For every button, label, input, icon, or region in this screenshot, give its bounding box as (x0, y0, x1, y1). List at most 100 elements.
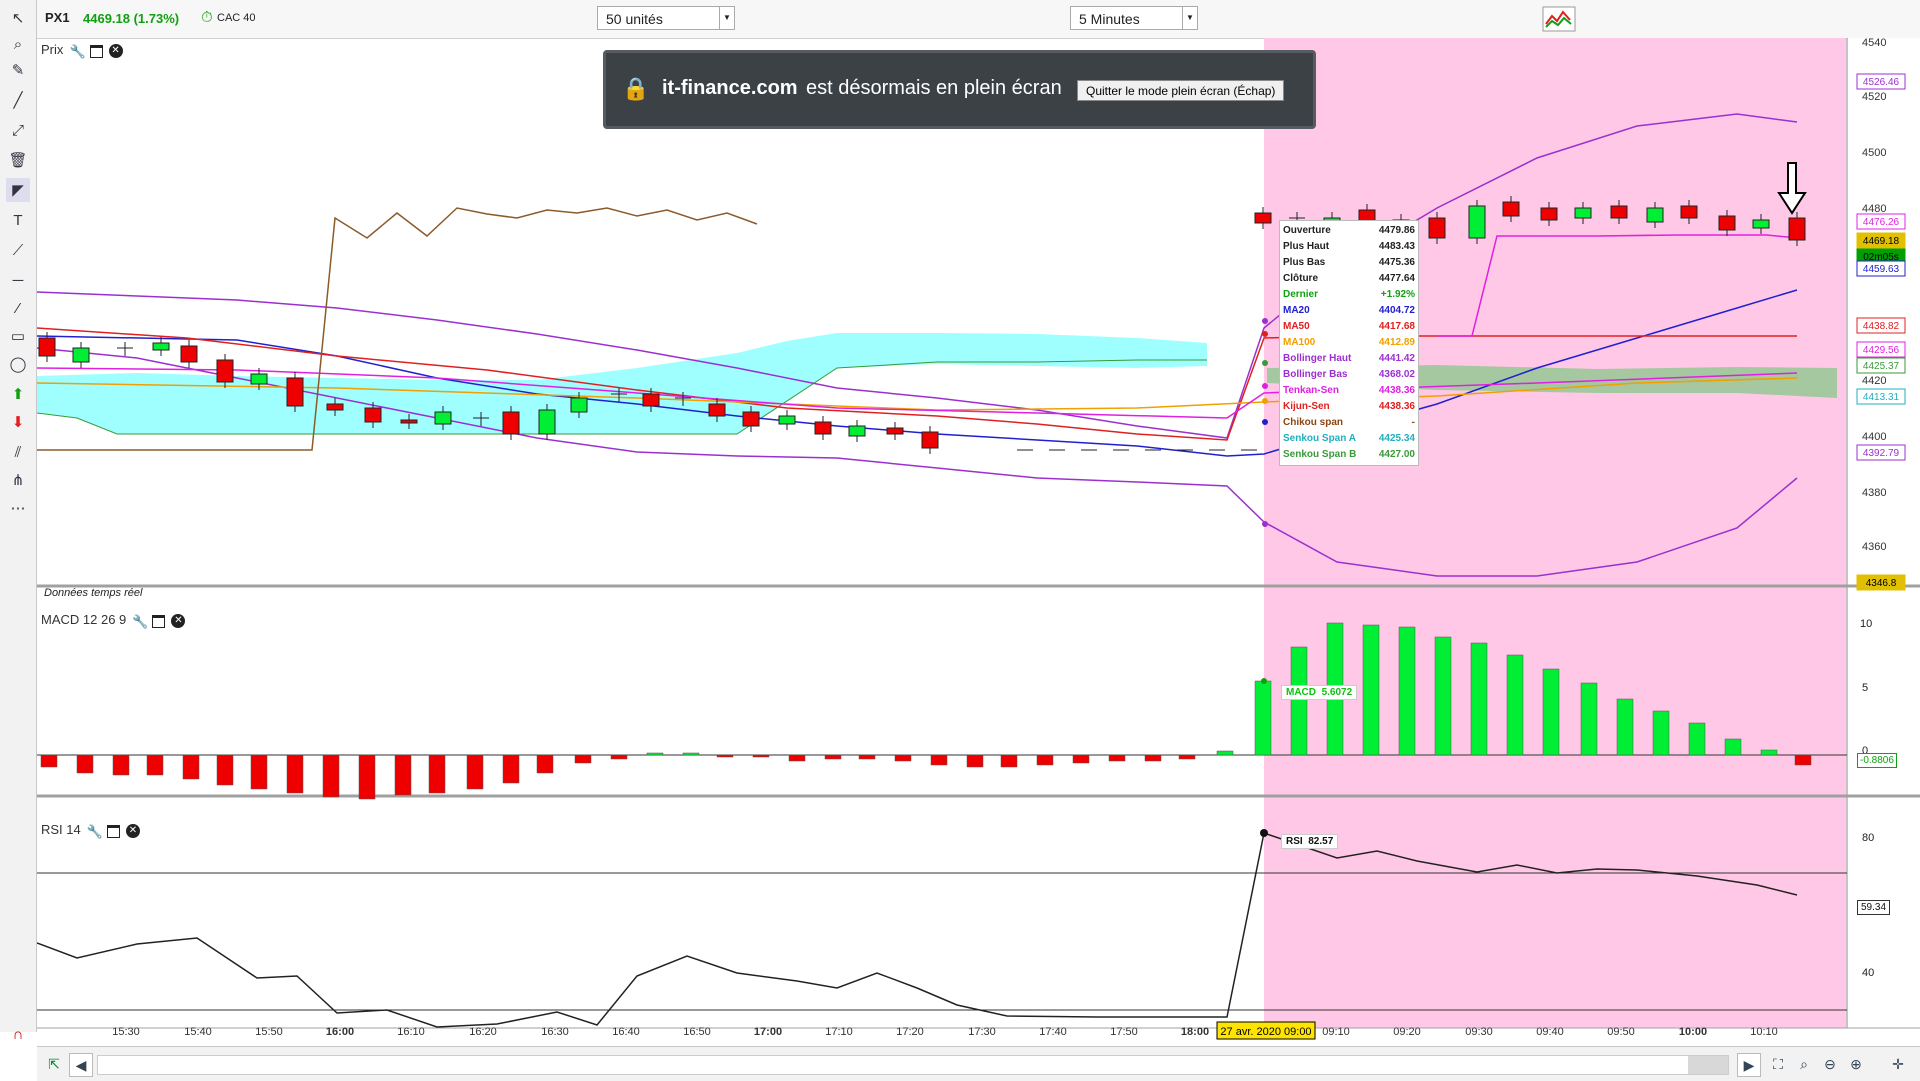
maximize-icon[interactable] (152, 614, 166, 628)
macd-bar (1434, 636, 1452, 756)
time-axis-label: 10:00 (1679, 1026, 1707, 1038)
channel-icon[interactable]: ⫽ (14, 443, 22, 461)
zoom-in-icon[interactable]: ⊕ (1850, 1055, 1862, 1072)
down-arrow-icon[interactable]: ⬇ (11, 414, 25, 431)
tooltip-row: Ouverture 4479.86 (1283, 223, 1415, 239)
zoom-fit-icon[interactable]: ⌕ (1800, 1055, 1808, 1072)
macd-readout-value: 5.6072 (1321, 687, 1353, 698)
time-axis-label: 17:20 (896, 1026, 924, 1038)
candle-body (921, 431, 939, 449)
candle-body (72, 347, 90, 363)
tooltip-label: MA20 (1283, 305, 1310, 316)
wrench-icon[interactable]: 🔧 (86, 824, 103, 840)
close-icon[interactable]: ✕ (108, 44, 123, 59)
price-axis-tick: 4540 (1862, 38, 1886, 49)
rectangle-icon[interactable]: ▭ (10, 328, 26, 345)
candle-body (1428, 217, 1446, 239)
line-icon[interactable]: ╱ (13, 92, 23, 109)
tooltip-label: Clôture (1283, 273, 1318, 284)
magnet-icon[interactable]: ∩ (12, 1025, 24, 1043)
tooltip-label: Senkou Span B (1283, 449, 1357, 460)
export-icon[interactable]: ⇱ (48, 1055, 60, 1072)
ray-icon[interactable]: ⟋ (12, 241, 24, 259)
tooltip-label: Dernier (1283, 289, 1319, 300)
zoom-icon[interactable]: ⌕ (13, 35, 23, 53)
scrollbar-thumb[interactable] (1688, 1056, 1728, 1074)
chevron-down-icon: ▼ (719, 7, 734, 29)
candle-body (1574, 207, 1592, 219)
interval-select[interactable]: 5 Minutes ▼ (1070, 6, 1198, 30)
macd-bar (682, 752, 700, 756)
candle-body (642, 393, 660, 407)
close-icon[interactable]: ✕ (125, 824, 140, 839)
price-panel-title: Prix (41, 42, 64, 57)
exit-fullscreen-button[interactable]: Quitter le mode plein écran (Échap) (1077, 80, 1285, 101)
candle-body (1788, 217, 1806, 241)
current-date-label: 27 avr. 2020 09:00 (1220, 1026, 1311, 1038)
cursor-icon[interactable]: ↖ (11, 10, 25, 27)
price-tag-label: 4469.18 (1863, 236, 1900, 247)
price-axis-bg (1847, 38, 1920, 1028)
text-icon[interactable]: T (13, 211, 23, 229)
macd-bar (428, 754, 446, 794)
fibonacci-icon[interactable]: ◤ (6, 178, 30, 202)
macd-bar (216, 754, 234, 786)
up-arrow-icon[interactable]: ⬆ (11, 386, 25, 403)
macd-bar (1178, 754, 1196, 760)
fit-chart-icon[interactable]: ⛶ (1773, 1055, 1783, 1072)
tooltip-row: Bollinger Bas 4368.02 (1283, 367, 1415, 383)
time-axis-label: 17:30 (968, 1026, 996, 1038)
price-tag-label: 4392.79 (1863, 448, 1900, 459)
crosshair-icon[interactable]: ✛ (1892, 1055, 1904, 1072)
tooltip-value: 4427.00 (1378, 449, 1415, 460)
macd-bar (1652, 710, 1670, 756)
macd-bar (574, 754, 592, 764)
scroll-right-icon[interactable]: ▶ (1737, 1053, 1761, 1077)
measure-icon[interactable]: ✎ (11, 62, 25, 79)
horizontal-line-icon[interactable]: ─ (12, 271, 24, 289)
candle-body (1254, 212, 1272, 224)
rsi-dot (1260, 829, 1268, 837)
zoom-out-icon[interactable]: ⊖ (1824, 1055, 1836, 1072)
time-scrollbar[interactable] (97, 1055, 1729, 1075)
candle-body (1610, 205, 1628, 219)
rsi-readout-value: 82.57 (1308, 836, 1334, 847)
trend-icon[interactable]: ⤢ (11, 121, 24, 139)
macd-bar (1398, 626, 1416, 756)
tooltip-label: Bollinger Bas (1283, 369, 1348, 380)
pitchfork-icon[interactable]: ⋔ (11, 472, 25, 489)
price-axis-tick: 4380 (1862, 487, 1886, 499)
time-axis-label: 09:40 (1536, 1026, 1564, 1038)
candle-body (538, 409, 556, 435)
chart-type-icon[interactable] (1542, 6, 1576, 32)
price-tag (1856, 260, 1906, 277)
maximize-icon[interactable] (106, 824, 120, 838)
lock-icon: 🔒 (622, 76, 650, 101)
tooltip-row: MA50 4417.68 (1283, 319, 1415, 335)
macd-bar (112, 754, 130, 776)
maximize-icon[interactable] (89, 44, 103, 58)
tooltip-value: - (1411, 417, 1415, 428)
trash-icon[interactable]: 🗑 (8, 152, 28, 169)
units-select[interactable]: 50 unités ▼ (597, 6, 735, 30)
segment-icon[interactable]: ⁄ (16, 299, 20, 317)
time-axis-label: 16:50 (683, 1026, 711, 1038)
indicator-dot (1262, 521, 1268, 527)
macd-tick-10: 10 (1860, 618, 1873, 630)
macd-bar (146, 754, 164, 776)
macd-bar (1144, 754, 1162, 762)
tooltip-value: 4438.36 (1378, 401, 1415, 412)
candle-body (886, 427, 904, 435)
macd-bar (1362, 624, 1380, 756)
wrench-icon[interactable]: 🔧 (69, 44, 86, 60)
chikou-span-line (37, 207, 758, 451)
scroll-left-icon[interactable]: ◀ (69, 1053, 93, 1077)
macd-bar (182, 754, 200, 780)
more-icon[interactable]: ⋯ (10, 500, 26, 517)
macd-bar (858, 754, 876, 760)
macd-tick-0: 0 (1862, 745, 1869, 757)
wrench-icon[interactable]: 🔧 (132, 614, 149, 630)
chart-area[interactable]: 454045204500448044404420440043804360 452… (37, 38, 1920, 1046)
close-icon[interactable]: ✕ (171, 614, 186, 629)
ellipse-icon[interactable]: ◯ (9, 356, 27, 373)
